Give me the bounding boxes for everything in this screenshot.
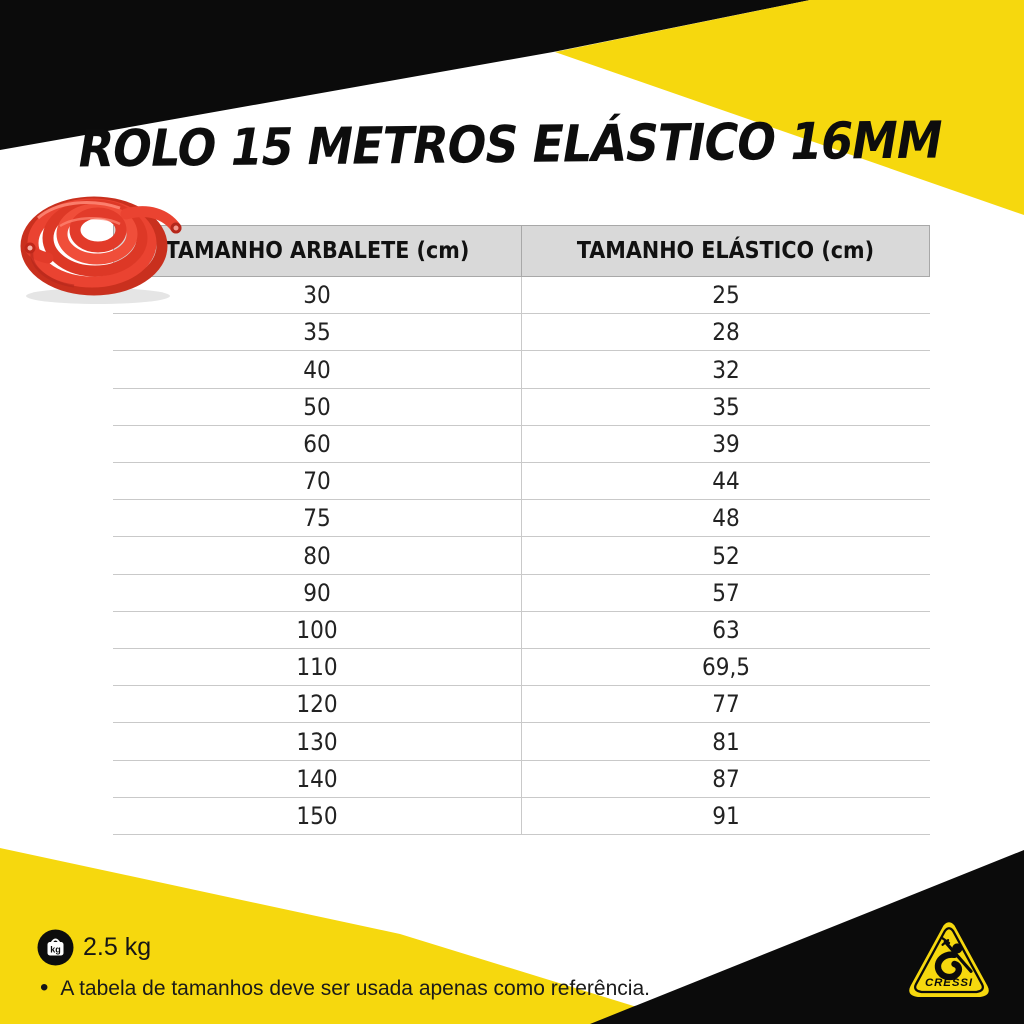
table-row: 90 57	[113, 574, 930, 612]
cell-elastico: 25	[521, 277, 930, 314]
cell-elastico: 81	[521, 723, 930, 760]
table-row: 130 81	[113, 723, 930, 761]
cell-arbalete: 80	[303, 541, 331, 570]
cell-elastico: 57	[521, 574, 930, 611]
table-header: TAMANHO ARBALETE (cm) TAMANHO ELÁSTICO (…	[113, 225, 930, 277]
cell-elastico: 39	[521, 425, 930, 463]
cell-arbalete: 140	[296, 764, 338, 793]
cell-elastico: 32	[521, 351, 930, 388]
cell-arbalete: 120	[296, 690, 338, 719]
table-row: 35 28	[113, 314, 930, 352]
cell-arbalete: 30	[303, 281, 331, 310]
top-right-yellow-triangle	[555, 0, 1024, 215]
weight-label: 2.5 kg	[83, 933, 152, 961]
page-title: ROLO 15 METROS ELÁSTICO 16MM	[73, 111, 947, 180]
table-row: 80 52	[113, 537, 930, 575]
cell-elastico: 28	[521, 314, 930, 351]
table-row: 100 63	[113, 611, 930, 650]
cell-elastico: 52	[521, 537, 930, 574]
table-row: 140 87	[113, 760, 930, 798]
bottom-yellow-band	[0, 848, 660, 1024]
cell-elastico: 69,5	[521, 649, 930, 686]
cell-arbalete: 50	[303, 392, 331, 421]
cell-arbalete: 40	[303, 355, 331, 384]
cell-arbalete: 90	[303, 578, 331, 607]
cell-arbalete: 70	[303, 467, 331, 496]
table-row: 40 32	[113, 351, 930, 389]
cell-elastico: 87	[521, 760, 930, 797]
table-row: 150 91	[113, 797, 930, 836]
cell-elastico: 44	[521, 463, 930, 500]
elastic-coil-image	[20, 196, 182, 304]
cressi-logo: CRESSI	[909, 922, 989, 997]
table-row: 70 44	[113, 463, 930, 501]
column-header-arbalete: TAMANHO ARBALETE (cm)	[165, 238, 470, 264]
kg-weight-icon: kg	[37, 929, 74, 966]
table-row: 110 69,5	[113, 649, 930, 687]
cell-arbalete: 130	[296, 727, 338, 756]
table-body: 30 25 35 28 40 32 50 35 60 39 70 44 75 4…	[113, 277, 930, 836]
svg-text:CRESSI: CRESSI	[925, 977, 973, 989]
cell-arbalete: 110	[296, 653, 338, 682]
cell-elastico: 63	[521, 611, 930, 649]
cell-arbalete: 35	[303, 318, 331, 347]
cell-arbalete: 100	[296, 615, 338, 644]
note-bullet: •	[40, 974, 49, 1001]
note-text: A tabela de tamanhos deve ser usada apen…	[60, 977, 650, 1000]
table-row: 30 25	[113, 277, 930, 315]
size-table: TAMANHO ARBALETE (cm) TAMANHO ELÁSTICO (…	[113, 225, 930, 836]
reference-note: • A tabela de tamanhos deve ser usada ap…	[40, 976, 650, 1001]
weight-row: kg 2.5 kg	[37, 929, 151, 966]
table-row: 50 35	[113, 388, 930, 426]
cell-elastico: 91	[521, 797, 930, 835]
svg-text:kg: kg	[50, 945, 61, 955]
cell-arbalete: 60	[303, 429, 331, 458]
top-left-black-triangle	[0, 0, 810, 150]
cell-arbalete: 150	[296, 801, 338, 830]
table-row: 75 48	[113, 500, 930, 538]
cell-elastico: 77	[521, 686, 930, 723]
cell-elastico: 48	[521, 500, 930, 537]
table-row: 60 39	[113, 425, 930, 464]
table-row: 120 77	[113, 686, 930, 724]
cell-elastico: 35	[521, 388, 930, 425]
column-header-elastico: TAMANHO ELÁSTICO (cm)	[521, 226, 929, 276]
cell-arbalete: 75	[303, 504, 331, 533]
